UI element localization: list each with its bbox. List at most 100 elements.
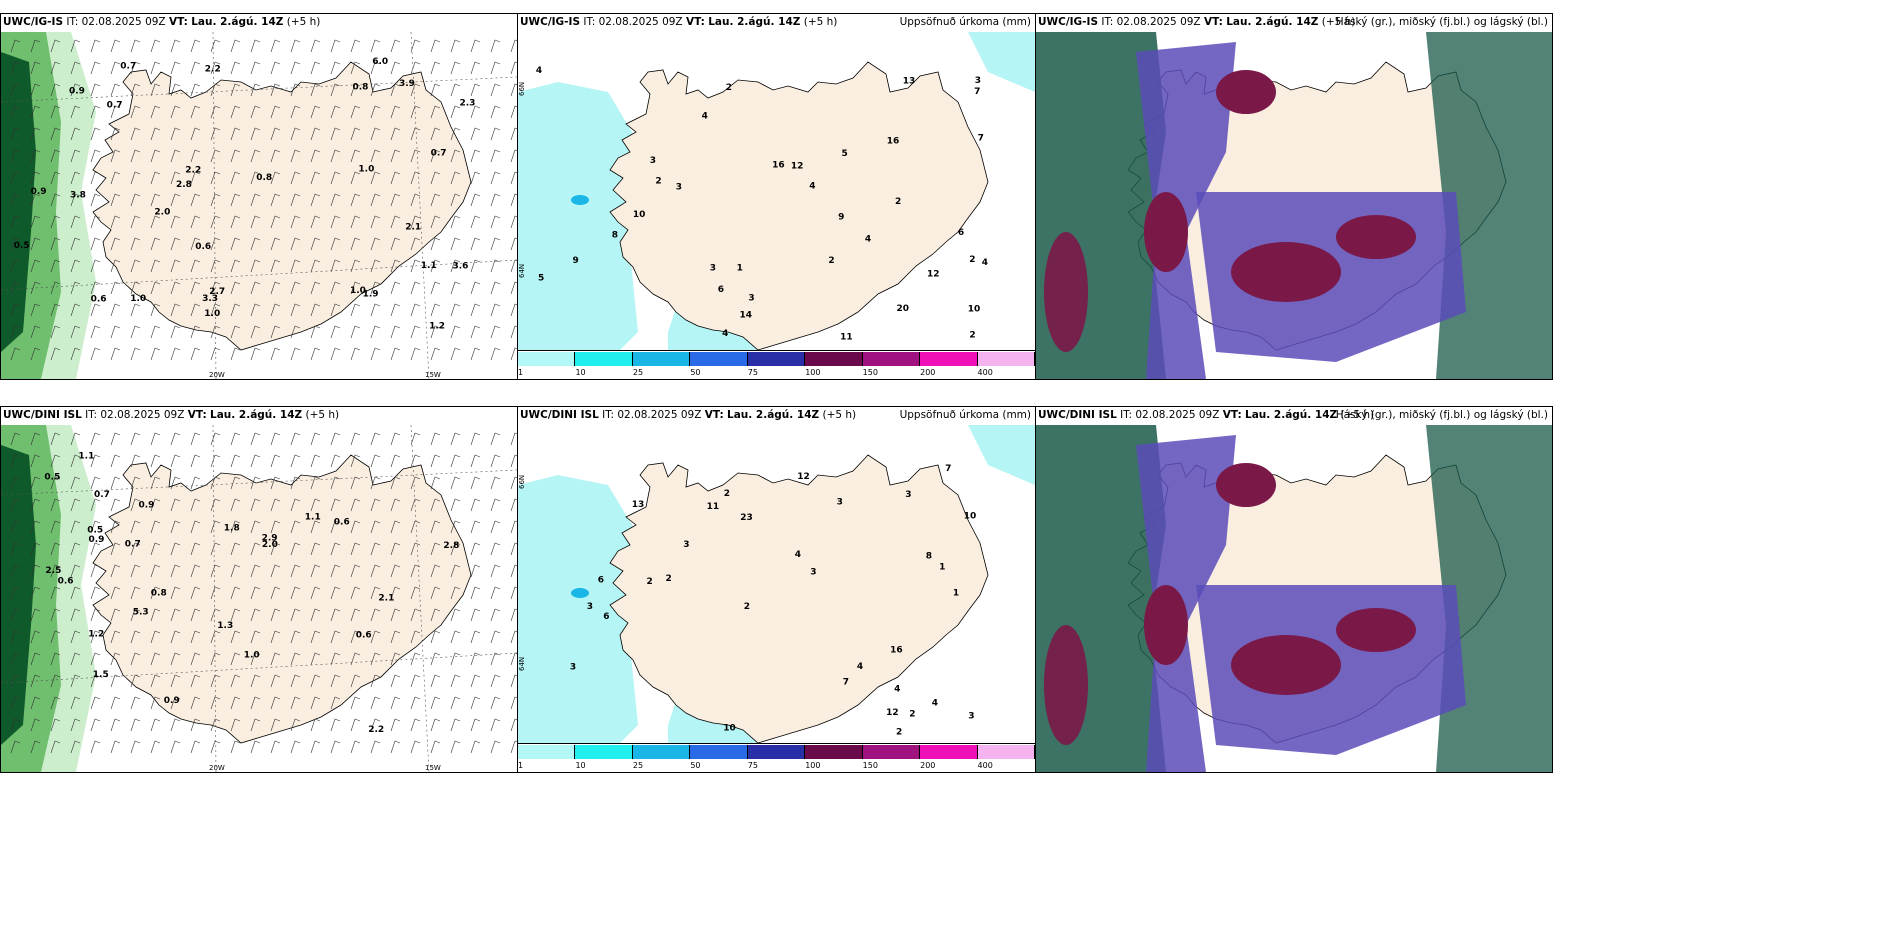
- value-label: 3.9: [399, 79, 415, 89]
- value-label: 0.8: [353, 83, 369, 93]
- value-label: 2.3: [460, 98, 476, 108]
- value-label: 3: [810, 568, 816, 578]
- value-label: 0.6: [195, 242, 211, 252]
- value-label: 0.7: [94, 490, 110, 500]
- colorbar-swatch: [805, 352, 863, 366]
- value-label: 6.0: [372, 57, 388, 67]
- value-label: 9: [838, 212, 844, 222]
- value-label: 1.0: [358, 165, 374, 175]
- value-label: 4: [536, 66, 542, 76]
- colorbar-swatch: [920, 352, 978, 366]
- valid-time: Lau. 2.ágú. 14Z: [1226, 16, 1319, 28]
- value-label: 4: [722, 329, 728, 339]
- value-label: 2: [828, 256, 834, 266]
- colorbar-tick: 400: [977, 368, 993, 377]
- value-label: 1.5: [93, 670, 109, 680]
- value-label: 3: [650, 156, 656, 166]
- colorbar-tick: 400: [977, 761, 993, 770]
- value-label: 2: [896, 728, 902, 738]
- colorbar-tick: 50: [690, 368, 701, 377]
- colorbar-tick: 200: [920, 761, 936, 770]
- colorbar-swatch: [805, 745, 863, 759]
- value-labels: 1.0 2.2 0.8 2.8 2.73.3 3.9 1.9 2.1 0.7 1.0 0.6 6.0 1…: [14, 57, 476, 332]
- colorbar: 1 10 25 50 75 100 150 200 400: [518, 350, 1035, 379]
- panel-cloud-bottom: UWC/DINI ISL IT: 02.08.2025 09Z VT: Lau.…: [1035, 406, 1553, 773]
- value-label: 0.5: [87, 526, 103, 536]
- value-label: 1: [939, 563, 945, 573]
- lat-64n-label: 64N: [518, 657, 526, 671]
- value-label: 3: [748, 293, 754, 303]
- value-label: 12: [927, 270, 940, 280]
- colorbar-swatch: [575, 352, 633, 366]
- value-label: 2.2: [368, 725, 384, 735]
- axis-labels: 20W 15W: [209, 764, 441, 772]
- iceland-land: [609, 61, 989, 351]
- colorbar-tick: 1: [518, 368, 524, 377]
- value-label: 0.5: [44, 472, 60, 482]
- colorbar-swatch: [575, 745, 633, 759]
- value-label: 10: [964, 511, 977, 521]
- panel-header: UWC/IG-IS IT: 02.08.2025 09Z VT: Lau. 2.…: [520, 16, 838, 28]
- lat-66n-label: 66N: [518, 82, 526, 96]
- value-label: 10: [633, 210, 646, 220]
- value-label: 1.9: [363, 289, 379, 299]
- value-label: 16: [887, 137, 900, 147]
- value-label: 2: [744, 602, 750, 612]
- axis-labels: 20W 15W: [209, 371, 441, 379]
- value-label: 0.6: [334, 518, 350, 528]
- panel-title: Háský (gr.), miðský (fj.bl.) og lágský (…: [1335, 16, 1548, 28]
- lat-66n-label: 66N: [518, 475, 526, 489]
- colorbar-swatch: [977, 745, 1035, 759]
- value-label: 2.5: [45, 566, 61, 576]
- colorbar-swatch: [747, 352, 806, 366]
- colorbar-tick: 75: [747, 761, 758, 770]
- value-label: 3: [975, 76, 981, 86]
- value-label: 2.7: [209, 287, 225, 297]
- panel-header: UWC/DINI ISL IT: 02.08.2025 09Z VT: Lau.…: [520, 409, 857, 421]
- panel-header: UWC/DINI ISL IT: 02.08.2025 09Z VT: Lau.…: [1038, 409, 1375, 421]
- colorbar-tick: 75: [747, 368, 758, 377]
- valid-time: Lau. 2.ágú. 14Z: [1245, 409, 1338, 421]
- panel-title: Uppsöfnuð úrkoma (mm): [899, 409, 1031, 421]
- value-labels: 0.81.10.72.92.82.52.20.91.30.90.50.62.05…: [44, 452, 459, 735]
- value-label: 6: [603, 612, 609, 622]
- lead-time: (+5 h): [1340, 409, 1375, 421]
- value-label: 12: [797, 472, 810, 482]
- model-name: UWC/DINI ISL: [1038, 409, 1117, 421]
- model-name: UWC/DINI ISL: [3, 409, 82, 421]
- value-label: 0.7: [120, 61, 136, 71]
- colorbar-swatch: [518, 745, 576, 759]
- wind-map: 20W 15W0.81.10.72.92.82.52.20.91.30.90.50…: [1, 425, 517, 772]
- value-label: 1.1: [421, 261, 437, 271]
- value-label: 16: [890, 646, 903, 656]
- init-time: 02.08.2025 09Z: [617, 409, 702, 421]
- value-label: 14: [740, 310, 753, 320]
- value-label: 0.9: [89, 535, 105, 545]
- value-label: 2: [895, 197, 901, 207]
- value-label: 2.0: [154, 207, 170, 217]
- value-label: 3: [676, 183, 682, 193]
- colorbar-swatch: [747, 745, 806, 759]
- value-label: 2: [666, 574, 672, 584]
- value-label: 1.3: [217, 621, 233, 631]
- value-label: 1.8: [224, 524, 240, 534]
- colorbar-tick: 150: [862, 368, 878, 377]
- value-label: 12: [886, 708, 899, 718]
- colorbar-tick: 10: [575, 761, 586, 770]
- wind-map: 20W 15W 1.0 2.2 0.8 2.8 2.73.3 3.9 1.9 2.1 0.7 1.0 0…: [1, 32, 517, 379]
- lead-time: (+5 h): [803, 16, 838, 28]
- colorbar-swatch: [862, 745, 921, 759]
- value-label: 10: [968, 304, 981, 314]
- value-label: 5: [842, 149, 848, 159]
- value-label: 3: [683, 540, 689, 550]
- value-label: 20: [897, 304, 910, 314]
- value-label: 23: [740, 513, 753, 523]
- value-label: 3: [905, 490, 911, 500]
- init-time: 02.08.2025 09Z: [100, 409, 185, 421]
- lead-time: (+5 h): [305, 409, 340, 421]
- model-name: UWC/IG-IS: [520, 16, 581, 28]
- valid-time: Lau. 2.ágú. 14Z: [191, 16, 284, 28]
- value-label: 3: [837, 498, 843, 508]
- value-label: 6: [598, 576, 604, 586]
